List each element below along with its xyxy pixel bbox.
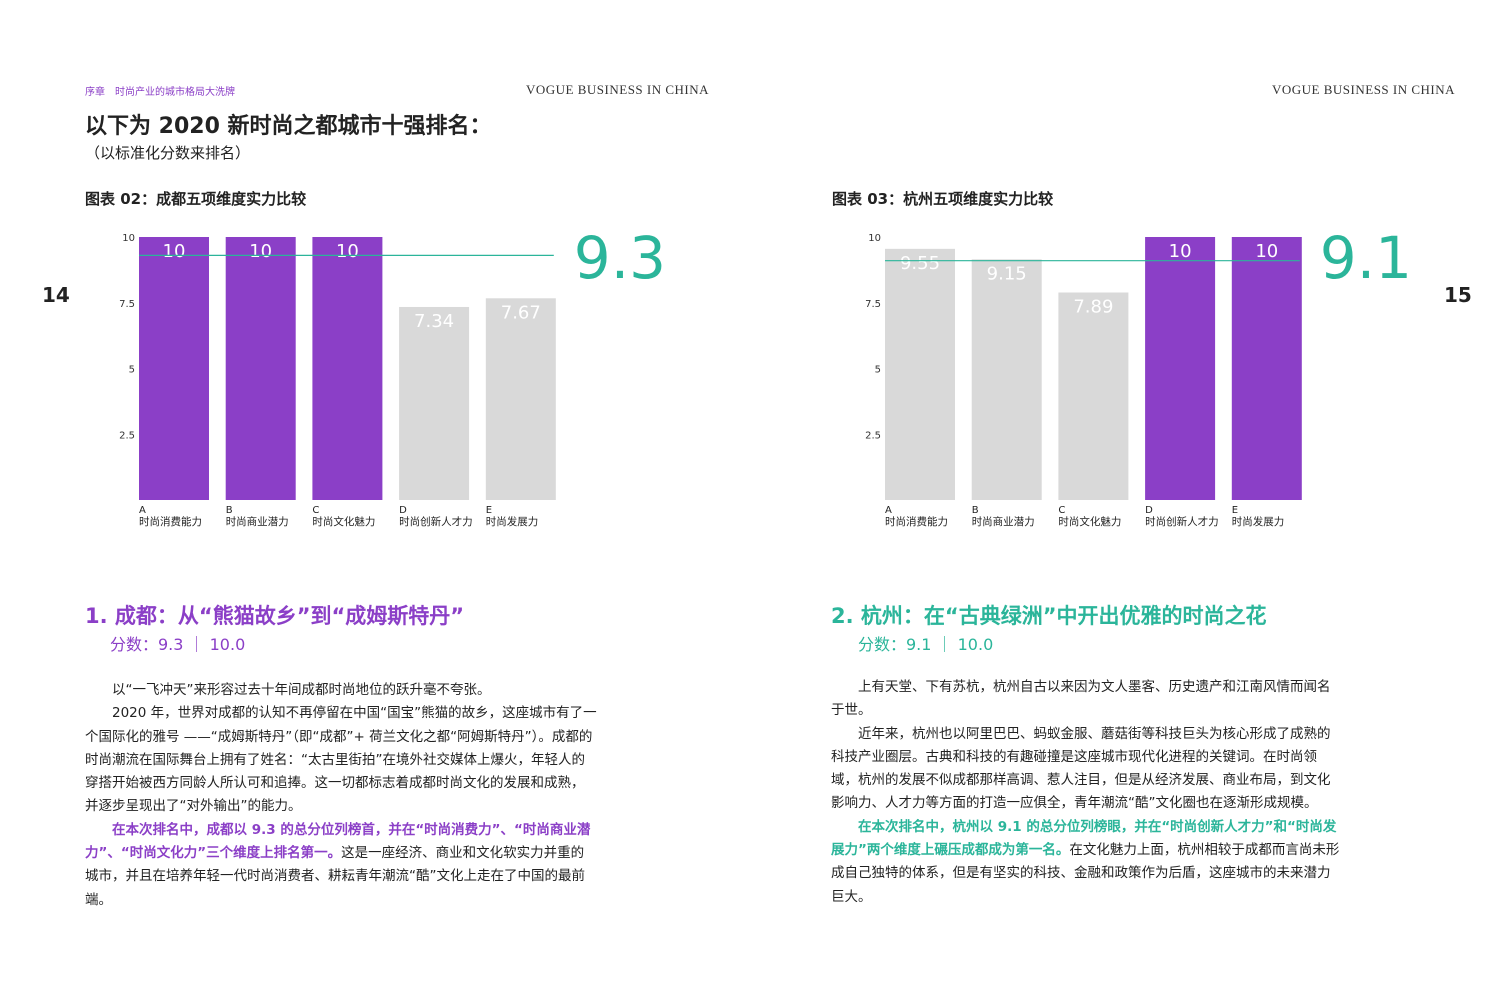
- section-heading: 2. 杭州：在“古典绿洲”中开出优雅的时尚之花: [831, 604, 1267, 628]
- category-label: 时尚发展力: [1232, 515, 1285, 528]
- bar: [225, 237, 296, 500]
- category-letter: C: [1058, 505, 1065, 516]
- brand: VOGUE BUSINESS IN CHINA: [1272, 82, 1456, 97]
- bar: [885, 248, 955, 500]
- paragraph-text: 近年来，杭州也以阿里巴巴、蚂蚁金服、蘑菇街等科技巨头为核心形成了成熟的科技产业圈…: [831, 725, 1331, 812]
- bar-label: 10: [1255, 241, 1278, 262]
- section-label: 序章 时尚产业的城市格局大洗牌: [85, 87, 235, 98]
- page-number: 15: [1444, 283, 1472, 307]
- chart-title: 图表 03：杭州五项维度实力比较: [832, 190, 1054, 208]
- paragraph: 以“一飞冲天”来形容过去十年间成都时尚地位的跃升毫不夸张。: [85, 679, 597, 702]
- category-label: 时尚发展力: [486, 515, 539, 528]
- category-letter: B: [226, 505, 233, 516]
- page-number: 14: [42, 283, 70, 307]
- bar-label: 10: [249, 241, 272, 262]
- paragraph: 在本次排名中，成都以 9.3 的总分位列榜首，并在“时尚消费力”、“时尚商业潜力…: [85, 819, 597, 912]
- body-text: 以“一飞冲天”来形容过去十年间成都时尚地位的跃升毫不夸张。 2020 年，世界对成…: [85, 679, 597, 912]
- bar: [971, 259, 1042, 500]
- charts: 2.557.51010A时尚消费能力10B时尚商业潜力10C时尚文化魅力7.34…: [119, 224, 1412, 528]
- paragraph-text: 这是一座经济、商业和文化软实力并重的城市，并且在培养年轻一代时尚消费者、耕耘青年…: [85, 845, 585, 908]
- y-tick-label: 7.5: [865, 299, 881, 310]
- bar-label: 9.15: [987, 263, 1027, 284]
- category-letter: C: [312, 505, 319, 516]
- y-tick-label: 10: [868, 233, 881, 244]
- bar: [312, 237, 383, 500]
- brand: VOGUE BUSINESS IN CHINA: [526, 82, 710, 97]
- score-line: 分数：9.1 ｜ 10.0: [858, 635, 994, 654]
- subtitle: （以标准化分数来排名）: [85, 144, 251, 162]
- category-letter: D: [399, 505, 407, 516]
- paragraph-text: 在文化魅力上面，杭州相较于成都而言尚未形成自己独特的体系，但是有坚实的科技、金融…: [831, 842, 1340, 905]
- paragraph-text: 上有天堂、下有苏杭，杭州自古以来因为文人墨客、历史遗产和江南风情而闻名于世。: [831, 679, 1331, 719]
- paragraph: 在本次排名中，杭州以 9.1 的总分位列榜眼，并在“时尚创新人才力”和“时尚发展…: [831, 816, 1343, 909]
- bar: [399, 306, 470, 500]
- category-label: 时尚创新人才力: [1145, 515, 1219, 528]
- category-letter: A: [139, 505, 146, 516]
- category-letter: E: [1232, 505, 1238, 516]
- y-tick-label: 5: [129, 365, 135, 376]
- score-value: 9.1: [1320, 224, 1412, 292]
- paragraph-text: 以“一飞冲天”来形容过去十年间成都时尚地位的跃升毫不夸张。: [112, 682, 491, 698]
- category-label: 时尚商业潜力: [226, 515, 289, 528]
- bar: [485, 298, 556, 500]
- bar: [1231, 237, 1302, 500]
- y-tick-label: 2.5: [865, 430, 881, 441]
- title: 以下为 2020 新时尚之都城市十强排名：: [85, 114, 492, 139]
- category-label: 时尚消费能力: [139, 515, 202, 528]
- category-letter: A: [885, 505, 892, 516]
- category-label: 时尚消费能力: [885, 515, 948, 528]
- highlight-text: 在本次排名中，成都以 9.3 的总分位列榜首，并在“时尚消费力”、“时尚商业潜力…: [85, 821, 591, 862]
- bar-label: 7.67: [501, 302, 541, 323]
- category-label: 时尚商业潜力: [972, 515, 1035, 528]
- category-label: 时尚文化魅力: [1058, 515, 1121, 528]
- y-tick-label: 10: [122, 233, 135, 244]
- bar-label: 10: [336, 241, 359, 262]
- bar-label: 9.55: [900, 253, 940, 274]
- category-label: 时尚创新人才力: [399, 515, 473, 528]
- section-heading: 1. 成都：从“熊猫故乡”到“成姆斯特丹”: [85, 604, 465, 628]
- highlight-text: 在本次排名中，杭州以 9.1 的总分位列榜眼，并在“时尚创新人才力”和“时尚发展…: [831, 818, 1337, 859]
- bar-label: 7.34: [414, 311, 454, 332]
- bar: [1145, 237, 1216, 500]
- paragraph-text: 2020 年，世界对成都的认知不再停留在中国“国宝”熊猫的故乡，这座城市有了一个…: [85, 705, 597, 815]
- category-letter: E: [486, 505, 492, 516]
- y-tick-label: 2.5: [119, 430, 135, 441]
- y-tick-label: 5: [875, 365, 881, 376]
- bar: [1058, 292, 1129, 500]
- category-letter: D: [1145, 505, 1153, 516]
- bar-label: 10: [1169, 241, 1192, 262]
- bar-label: 10: [163, 241, 186, 262]
- bar: [139, 237, 209, 500]
- score-value: 9.3: [574, 224, 666, 292]
- bar-label: 7.89: [1073, 296, 1113, 317]
- chart-title: 图表 02：成都五项维度实力比较: [85, 190, 307, 208]
- paragraph: 上有天堂、下有苏杭，杭州自古以来因为文人墨客、历史遗产和江南风情而闻名于世。: [831, 676, 1343, 723]
- score-line: 分数：9.3 ｜ 10.0: [110, 635, 246, 654]
- category-letter: B: [972, 505, 979, 516]
- category-label: 时尚文化魅力: [312, 515, 375, 528]
- body-text: 上有天堂、下有苏杭，杭州自古以来因为文人墨客、历史遗产和江南风情而闻名于世。近年…: [831, 676, 1343, 909]
- paragraph: 近年来，杭州也以阿里巴巴、蚂蚁金服、蘑菇街等科技巨头为核心形成了成熟的科技产业圈…: [831, 723, 1343, 816]
- y-tick-label: 7.5: [119, 299, 135, 310]
- paragraph: 2020 年，世界对成都的认知不再停留在中国“国宝”熊猫的故乡，这座城市有了一个…: [85, 702, 597, 818]
